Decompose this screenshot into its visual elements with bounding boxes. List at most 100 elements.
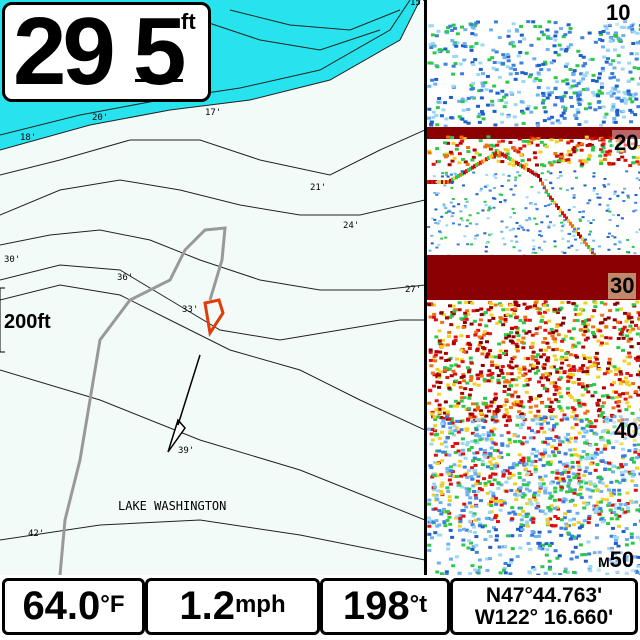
sonar-pixel xyxy=(600,69,605,73)
sonar-pixel xyxy=(586,455,591,459)
sonar-pixel xyxy=(592,504,597,508)
sonar-pixel xyxy=(462,465,467,469)
sonar-pixel xyxy=(469,446,474,450)
sonar-pixel xyxy=(548,507,553,511)
sonar-pixel xyxy=(552,454,557,458)
sonar-pixel xyxy=(529,429,534,433)
sonar-pixel xyxy=(486,379,491,383)
sonar-pixel xyxy=(580,162,585,166)
sonar-pixel xyxy=(479,96,484,100)
sonar-pixel xyxy=(428,43,433,47)
sonar-pixel xyxy=(626,92,631,96)
sonar-pixel xyxy=(551,59,556,63)
sonar-pixel xyxy=(523,318,528,322)
sonar-pixel xyxy=(612,535,617,539)
sonar-pixel xyxy=(516,171,520,174)
sonar-pixel xyxy=(475,163,478,168)
sonar-pixel xyxy=(472,171,476,174)
sonar-pixel xyxy=(623,463,628,467)
sonar-pixel xyxy=(506,115,511,119)
sonar-pixel xyxy=(545,517,550,521)
sonar-pixel xyxy=(604,484,609,488)
sonar-pixel xyxy=(451,212,455,215)
sonar-pixel xyxy=(450,28,455,32)
sonar-pixel xyxy=(601,142,606,146)
sonar-pixel xyxy=(617,39,622,43)
sonar-pixel xyxy=(507,418,512,422)
sonar-pixel xyxy=(505,313,510,317)
sonar-pixel xyxy=(603,317,608,321)
sonar-pixel xyxy=(545,437,550,441)
range-marker: M xyxy=(598,554,610,570)
sonar-pixel xyxy=(637,385,640,389)
sonar-pixel xyxy=(594,351,599,355)
sonar-pixel xyxy=(476,383,481,387)
sonar-pixel xyxy=(550,199,554,202)
sonar-pixel xyxy=(476,115,481,119)
sonar-pixel xyxy=(446,334,451,338)
sonar-pixel xyxy=(459,348,464,352)
sonar-pixel xyxy=(513,390,518,394)
sonar-pixel xyxy=(576,472,581,476)
sonar-pixel xyxy=(473,463,478,467)
sonar-pixel xyxy=(615,308,620,312)
sonar-pixel xyxy=(524,512,529,516)
sonar-pixel xyxy=(433,485,438,489)
sonar-pixel xyxy=(617,394,622,398)
sonar-pixel xyxy=(596,398,601,402)
sonar-pixel xyxy=(563,452,568,456)
sonar-pixel xyxy=(624,418,629,422)
sonar-pixel xyxy=(605,209,609,212)
sonar-pixel xyxy=(487,206,491,209)
sonar-pixel xyxy=(518,526,523,530)
sonar-pixel xyxy=(543,110,548,114)
sonar-pixel xyxy=(470,32,475,36)
sonar-pixel xyxy=(616,90,621,94)
sonar-pixel xyxy=(502,95,507,99)
sonar-pixel xyxy=(555,370,560,374)
sonar-pixel xyxy=(488,535,493,539)
sonar-pixel xyxy=(470,547,475,551)
sonar-pixel xyxy=(600,394,605,398)
sonar-pixel xyxy=(511,22,516,26)
sonar-pixel xyxy=(457,483,462,487)
sonar-pixel xyxy=(609,534,614,538)
sonar-pixel xyxy=(474,504,479,508)
sonar-pixel xyxy=(467,501,472,505)
sonar-pixel xyxy=(528,363,533,367)
sonar-pixel xyxy=(623,20,628,24)
sonar-pixel xyxy=(499,503,504,507)
sonar-pixel xyxy=(555,325,560,329)
sonar-pixel xyxy=(558,439,563,443)
sonar-pixel xyxy=(634,390,639,394)
sonar-pixel xyxy=(622,25,627,29)
sonar-pixel xyxy=(502,415,507,419)
sonar-pixel xyxy=(581,449,586,453)
sonar-pixel xyxy=(446,383,451,387)
sonar-pixel xyxy=(493,496,498,500)
sonar-pixel xyxy=(576,399,581,403)
sonar-pixel xyxy=(444,573,449,575)
sonar-pixel xyxy=(495,464,500,468)
sonar-pixel xyxy=(500,62,505,66)
sonar-pixel xyxy=(626,339,631,343)
sonar-pixel xyxy=(448,95,453,99)
sonar-pixel xyxy=(564,352,569,356)
sonar-pixel xyxy=(474,21,479,25)
sonar-pixel xyxy=(471,545,476,549)
sonar-pixel xyxy=(635,570,640,574)
sonar-pixel xyxy=(580,455,585,459)
sonar-pixel xyxy=(558,138,563,142)
sonar-pixel xyxy=(492,60,497,64)
sonar-pixel xyxy=(616,36,621,40)
sonar-pixel xyxy=(454,54,459,58)
sonar-pixel xyxy=(553,415,558,419)
sonar-pixel xyxy=(510,393,515,397)
sonar-pixel xyxy=(631,303,636,307)
sonar-pixel xyxy=(588,199,592,202)
sonar-pixel xyxy=(459,172,462,177)
sonar-pixel xyxy=(475,234,479,237)
sonar-pixel xyxy=(557,377,562,381)
sonar-pixel xyxy=(576,341,581,345)
sonar-pixel xyxy=(638,40,640,44)
